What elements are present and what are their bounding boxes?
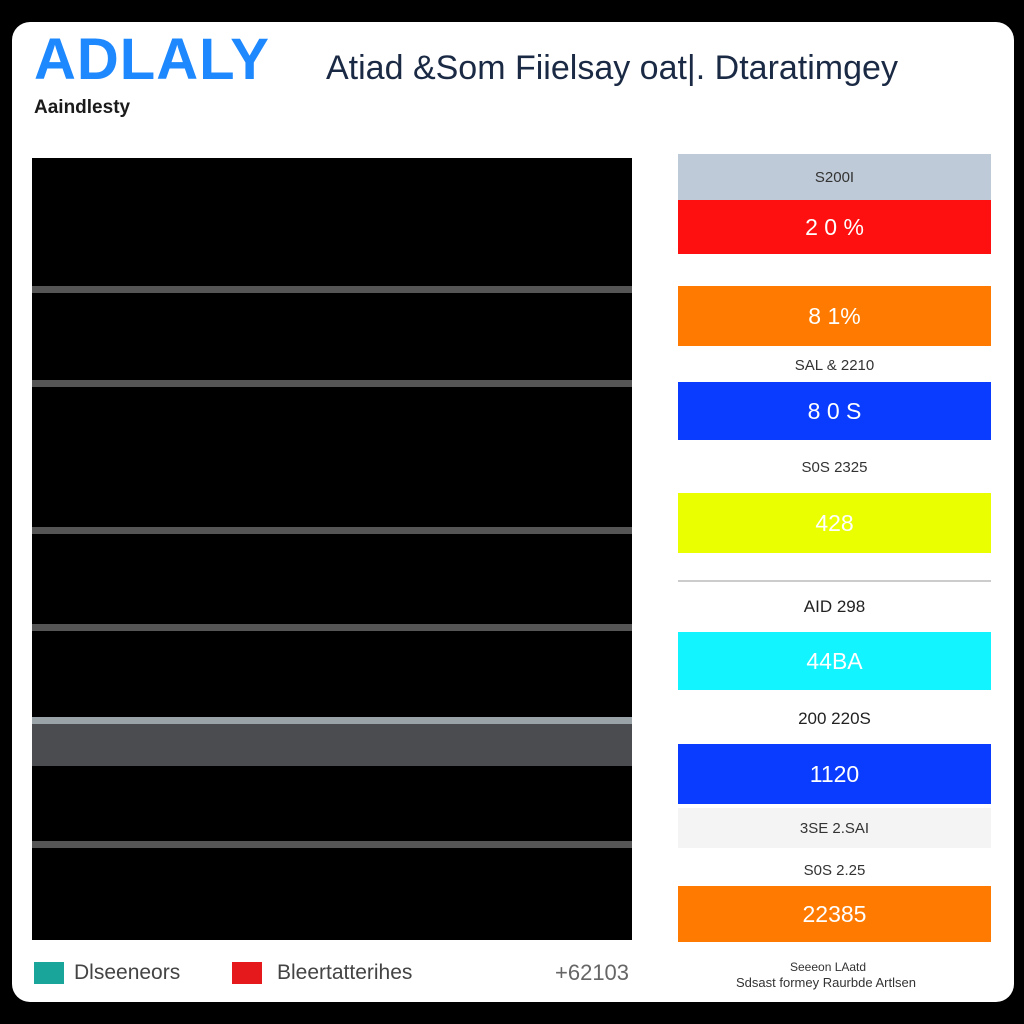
metric-tile: 1120 <box>678 744 991 804</box>
metric-tile: 8 0 S <box>678 382 991 440</box>
metric-tile: SAL & 2210 <box>678 350 991 380</box>
panel-highlight-band <box>32 724 632 766</box>
footer-note: Seeeon LAatd <box>790 960 867 974</box>
legend-swatch <box>232 962 262 984</box>
legend-label: Dlseeneors <box>74 961 181 984</box>
footer-number: +62103 <box>555 960 630 985</box>
metric-tile: AID 298 <box>678 580 991 632</box>
panel-divider <box>32 624 632 631</box>
panel-divider <box>32 841 632 848</box>
metric-tile: 22385 <box>678 886 991 942</box>
panel-divider <box>32 527 632 534</box>
metric-tile: 8 1% <box>678 286 991 346</box>
data-panel <box>32 158 632 940</box>
metric-tile: S200I <box>678 154 991 200</box>
metric-tile: 44BA <box>678 632 991 690</box>
metric-tile: 428 <box>678 493 991 553</box>
metric-tile: 200 220S <box>678 694 991 744</box>
metric-tile: S0S 2.25 <box>678 852 991 888</box>
dashboard-card: ADLALY Atiad &Som Fiielsay oat|. Dtarati… <box>12 22 1014 1002</box>
footer-note: Sdsast formey Raurbde Artlsen <box>736 975 916 990</box>
metric-tile: 3SE 2.SAI <box>678 808 991 848</box>
page-subtitle: Aaindlesty <box>34 97 131 118</box>
legend-label: Bleertatterihes <box>277 961 413 984</box>
panel-divider <box>32 380 632 387</box>
page-title: Atiad &Som Fiielsay oat|. Dtaratimgey <box>326 49 898 87</box>
brand-logo: ADLALY <box>34 27 270 92</box>
panel-divider <box>32 717 632 724</box>
legend-swatch <box>34 962 64 984</box>
panel-divider <box>32 286 632 293</box>
metric-tile: 2 0 % <box>678 200 991 254</box>
metric-tile: S0S 2325 <box>678 442 991 492</box>
